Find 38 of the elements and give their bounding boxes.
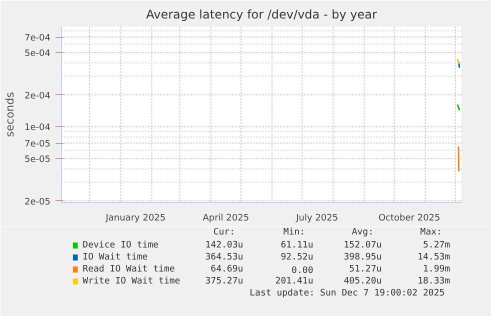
x-tick-label: April 2025 [202, 214, 250, 224]
text: 142.03u [205, 240, 244, 250]
text: 1.99m [423, 264, 450, 274]
legend-label: Read IO Wait time [82, 264, 175, 274]
text: Avg: [352, 228, 374, 238]
y-tick-label: 7e-05 [24, 140, 51, 150]
legend-label: Write IO Wait time [82, 276, 180, 286]
text: 61.11u [280, 240, 314, 250]
y-tick-label: 5e-05 [24, 155, 51, 166]
text: Last update: Sun Dec 7 19:00:02 2025 [250, 288, 445, 298]
text: 14.53m [418, 252, 450, 262]
text: 5.27m [423, 240, 450, 250]
legend-label: Device IO time [82, 240, 159, 250]
text: 0.00 [292, 266, 314, 276]
text: 405.20u [344, 276, 382, 286]
y-tick-label: 7e-04 [24, 34, 51, 44]
text: 398.95u [344, 252, 382, 262]
text: Min: [283, 228, 306, 238]
text: 51.27u [349, 264, 382, 274]
x-tick-label: July 2025 [295, 214, 338, 224]
x-tick-label: January 2025 [104, 214, 166, 224]
text: 18.33m [418, 276, 450, 286]
text: 201.41u [275, 276, 314, 286]
y-tick-label: 1e-04 [24, 123, 51, 134]
text: 92.52u [280, 252, 314, 262]
text: Max: [420, 228, 442, 238]
y-tick-label: 2e-05 [24, 197, 51, 208]
x-tick-label: October 2025 [378, 214, 440, 224]
text: 375.27u [205, 276, 244, 286]
text: 364.53u [205, 252, 244, 262]
text: 64.69u [210, 264, 244, 274]
chart-title: Average latency for /dev/vda - by year [146, 8, 377, 22]
text: 152.07u [344, 240, 382, 250]
text: Cur: [213, 228, 236, 238]
y-axis-title: seconds [4, 92, 17, 137]
y-tick-label: 2e-04 [24, 91, 51, 102]
y-tick-label: 5e-04 [24, 49, 51, 60]
legend-label: IO Wait time [82, 252, 148, 262]
